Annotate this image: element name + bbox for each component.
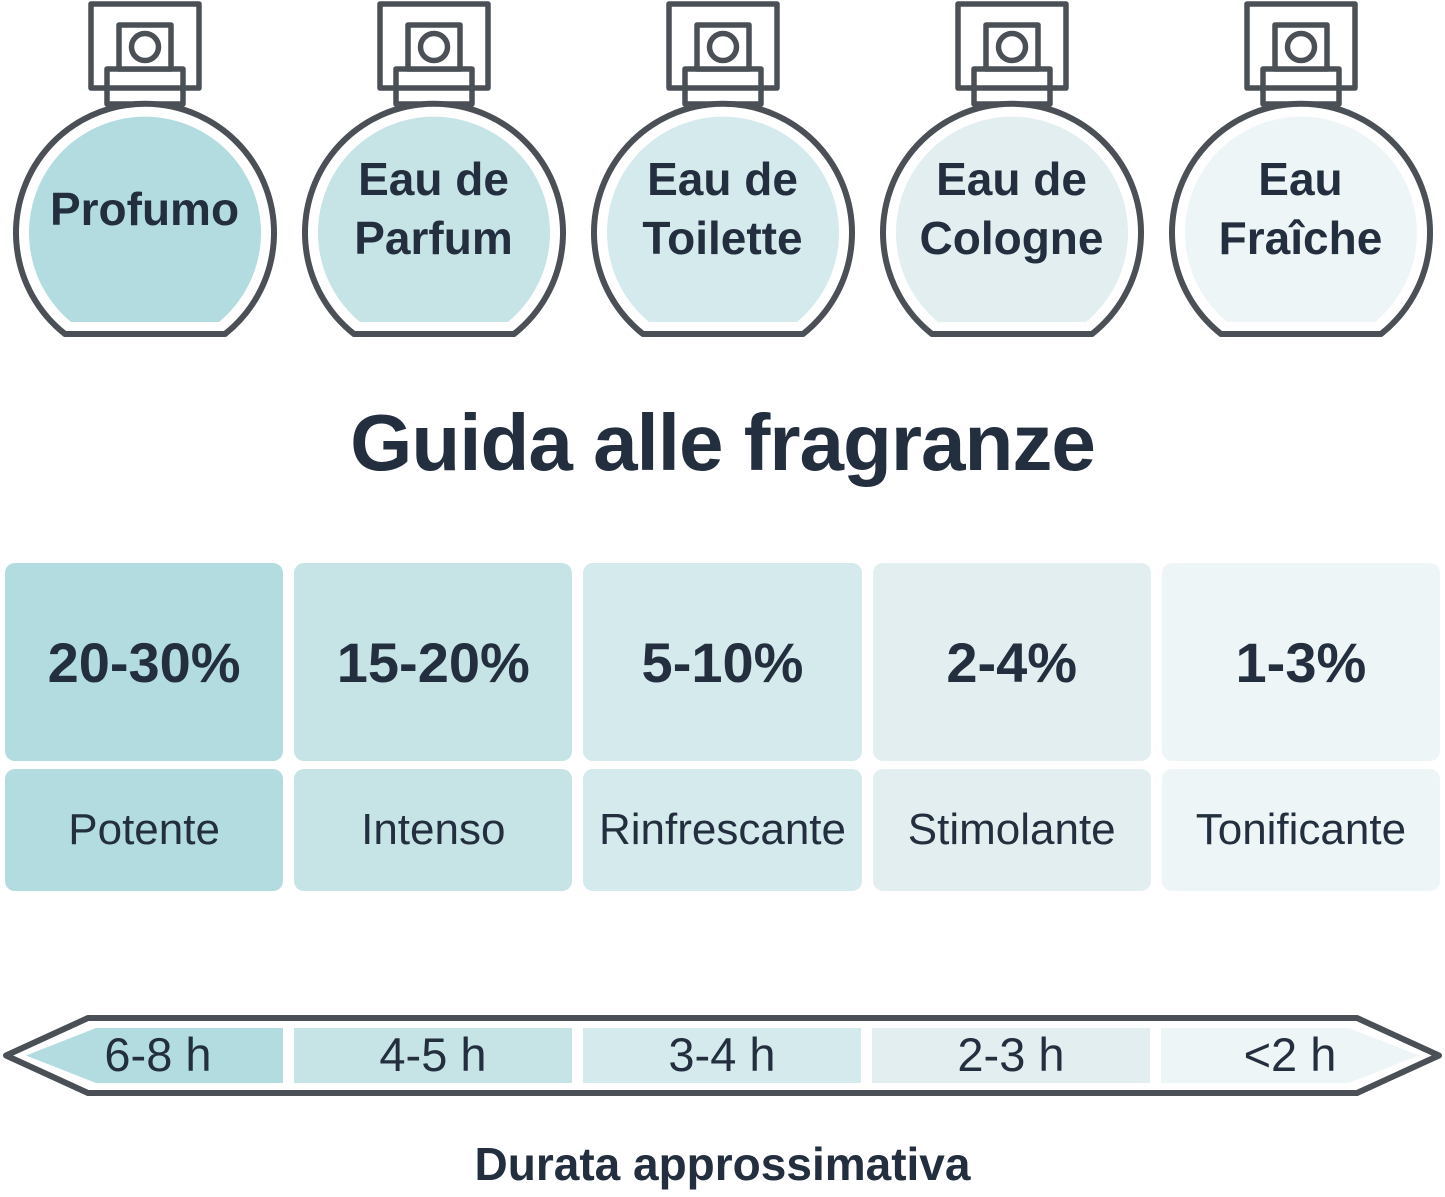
nozzle-hole: [128, 30, 161, 64]
concentration-cell-eau-de-cologne: 2-4%: [872, 563, 1151, 761]
bottle-profumo: Profumo: [0, 0, 289, 345]
bottle-eau-fraiche: Eau Fraîche: [1156, 0, 1445, 345]
perfume-bottle-icon: [879, 1, 1144, 337]
duration-label-2: 4-5 h: [379, 1028, 486, 1081]
perfume-bottle-icon: [12, 1, 277, 337]
concentration-cell-eau-de-parfum: 15-20%: [294, 563, 573, 761]
duration-segment-5: [1161, 1028, 1419, 1083]
spray-cap: [87, 1, 202, 91]
concentration-cell-eau-de-toilette: 5-10%: [583, 563, 862, 761]
nozzle-hole: [995, 30, 1028, 64]
bottle-label: Eau Fraîche: [1218, 153, 1383, 264]
bottle-label: Eau de Parfum: [354, 153, 513, 264]
bottle-eau-de-parfum: Eau de Parfum: [289, 0, 578, 345]
spray-cap: [665, 1, 780, 91]
bottle-fill: [606, 116, 839, 322]
bottle-fill: [28, 116, 261, 322]
bottles-row: Profumo Eau de Parfum: [0, 0, 1445, 345]
bottle-fill: [895, 116, 1128, 322]
fragrance-table: 20-30% 15-20% 5-10% 2-4% 1-3% Potente In…: [5, 563, 1440, 891]
character-cell-tonificante: Tonificante: [1161, 769, 1440, 891]
duration-segment-4: [872, 1028, 1150, 1083]
perfume-bottle-icon: [590, 1, 855, 337]
nozzle-hole: [417, 30, 450, 64]
bottle-label: Eau de Cologne: [919, 153, 1104, 264]
duration-label-4: 2-3 h: [957, 1028, 1064, 1081]
spray-cap: [1243, 1, 1358, 91]
concentration-cell-profumo: 20-30%: [5, 563, 284, 761]
duration-segment-2: [294, 1028, 572, 1083]
page-title: Guida alle fragranze: [350, 398, 1096, 487]
perfume-bottle-icon: [1168, 1, 1433, 337]
bottle-label: Eau de Toilette: [642, 153, 803, 264]
spray-cap: [954, 1, 1069, 91]
bottle-fill: [317, 116, 550, 322]
duration-label-1: 6-8 h: [104, 1028, 211, 1081]
character-cell-rinfrescante: Rinfrescante: [583, 769, 862, 891]
perfume-bottle-icon: [301, 1, 566, 337]
concentration-cell-eau-fraiche: 1-3%: [1161, 563, 1440, 761]
duration-label-5: <2 h: [1244, 1028, 1337, 1081]
character-cell-stimolante: Stimolante: [872, 769, 1151, 891]
duration-label-3: 3-4 h: [668, 1028, 775, 1081]
bottle-eau-de-cologne: Eau de Cologne: [867, 0, 1156, 345]
duration-segment-3: [583, 1028, 861, 1083]
bottle-eau-de-toilette: Eau de Toilette: [578, 0, 867, 345]
duration-bar: 6-8 h 4-5 h 3-4 h 2-3 h <2 h: [3, 1015, 1442, 1096]
bottle-fill: [1184, 116, 1417, 322]
character-cell-potente: Potente: [5, 769, 284, 891]
duration-segment-1: [26, 1028, 283, 1083]
character-cell-intenso: Intenso: [294, 769, 573, 891]
duration-caption: Durata approssimativa: [474, 1138, 971, 1190]
nozzle-hole: [1284, 30, 1317, 64]
nozzle-hole: [706, 30, 739, 64]
bottle-label: Profumo: [49, 182, 240, 235]
spray-cap: [376, 1, 491, 91]
